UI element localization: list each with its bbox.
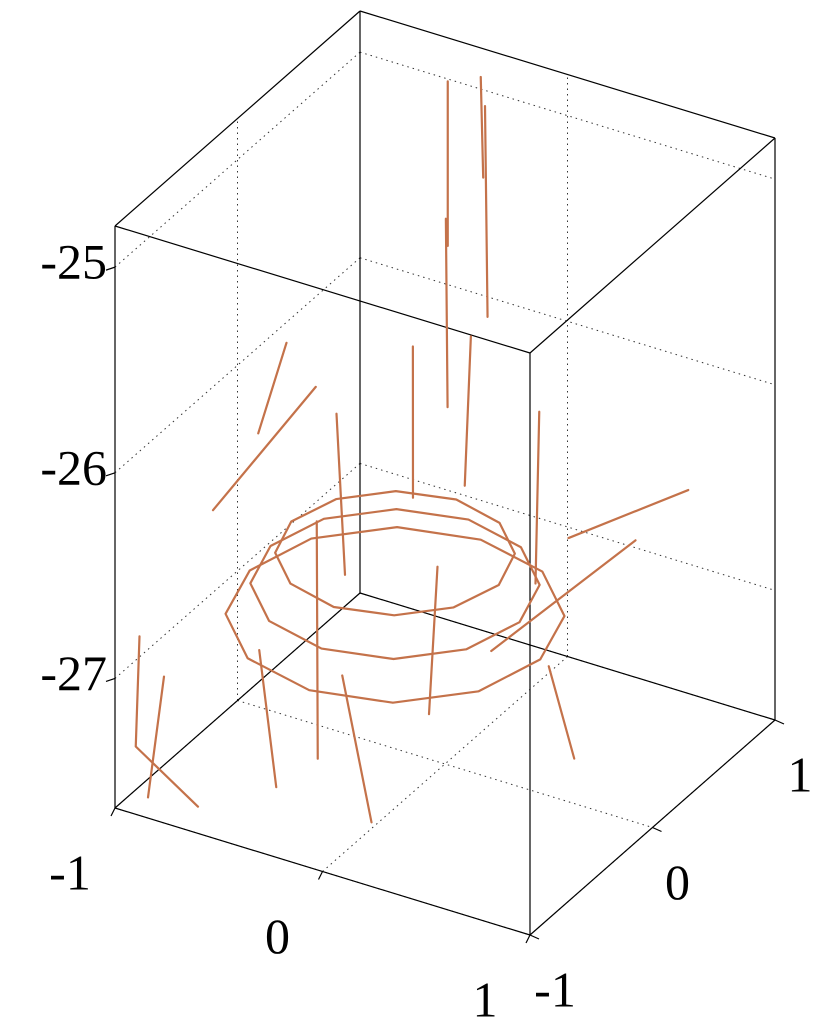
x-tick-label: -1 [49,844,91,900]
box-edge [114,592,361,809]
y-tick [774,719,785,725]
fiber [567,488,690,540]
box-edge [359,10,776,139]
fiber [479,75,485,179]
z-tick [105,266,116,271]
fiber [258,648,278,789]
fiber [490,539,637,653]
box-edge [359,592,776,721]
z-tick-label: -25 [40,234,107,290]
y-tick [652,826,662,833]
box-edge [529,137,776,354]
x-tick [110,807,116,817]
fiber [483,104,489,318]
x-tick [317,871,324,880]
fiber [427,565,439,716]
fiber [257,341,288,435]
fiber [463,335,472,487]
grid-line [114,51,361,268]
z-tick-label: -27 [40,645,107,701]
fiber [547,665,576,760]
z-tick [105,677,116,683]
y-tick-label: 1 [788,746,813,802]
x-tick [525,934,531,944]
fiber [249,508,541,661]
fiber [534,410,541,585]
grid-line [359,462,776,591]
y-tick [529,934,540,940]
fiber [444,217,449,409]
grid-line [359,257,776,386]
fiber [224,526,566,704]
x-tick-label: 0 [265,908,290,964]
grid-line [237,700,653,828]
fiber [341,674,373,824]
grid-line [359,51,776,180]
fiber [211,385,317,512]
y-tick-label: -1 [534,961,576,1017]
fiber [134,635,200,808]
box-edge [114,10,361,227]
fiber [315,520,319,760]
box-edge [114,225,531,354]
z-tick [105,472,116,477]
fiber [146,675,166,799]
fiber [335,412,347,576]
y-tick-label: 0 [665,854,690,910]
fiber [274,490,516,617]
z-tick-label: -26 [40,439,107,495]
x-tick-label: 1 [473,971,498,1027]
